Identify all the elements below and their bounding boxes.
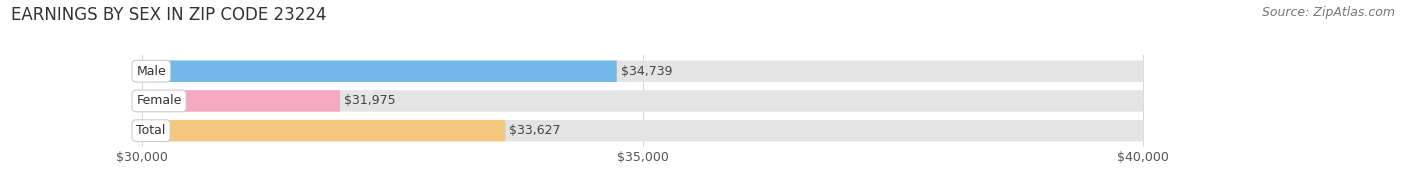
Text: Source: ZipAtlas.com: Source: ZipAtlas.com <box>1261 6 1395 19</box>
Text: Total: Total <box>136 124 166 137</box>
Text: Male: Male <box>136 65 166 78</box>
FancyBboxPatch shape <box>142 120 505 141</box>
Text: $34,739: $34,739 <box>621 65 672 78</box>
Text: EARNINGS BY SEX IN ZIP CODE 23224: EARNINGS BY SEX IN ZIP CODE 23224 <box>11 6 326 24</box>
FancyBboxPatch shape <box>142 61 617 82</box>
Text: $33,627: $33,627 <box>509 124 561 137</box>
FancyBboxPatch shape <box>142 90 1143 112</box>
FancyBboxPatch shape <box>142 120 1143 141</box>
Text: $31,975: $31,975 <box>344 94 395 107</box>
FancyBboxPatch shape <box>142 61 1143 82</box>
Text: Female: Female <box>136 94 181 107</box>
FancyBboxPatch shape <box>142 90 340 112</box>
